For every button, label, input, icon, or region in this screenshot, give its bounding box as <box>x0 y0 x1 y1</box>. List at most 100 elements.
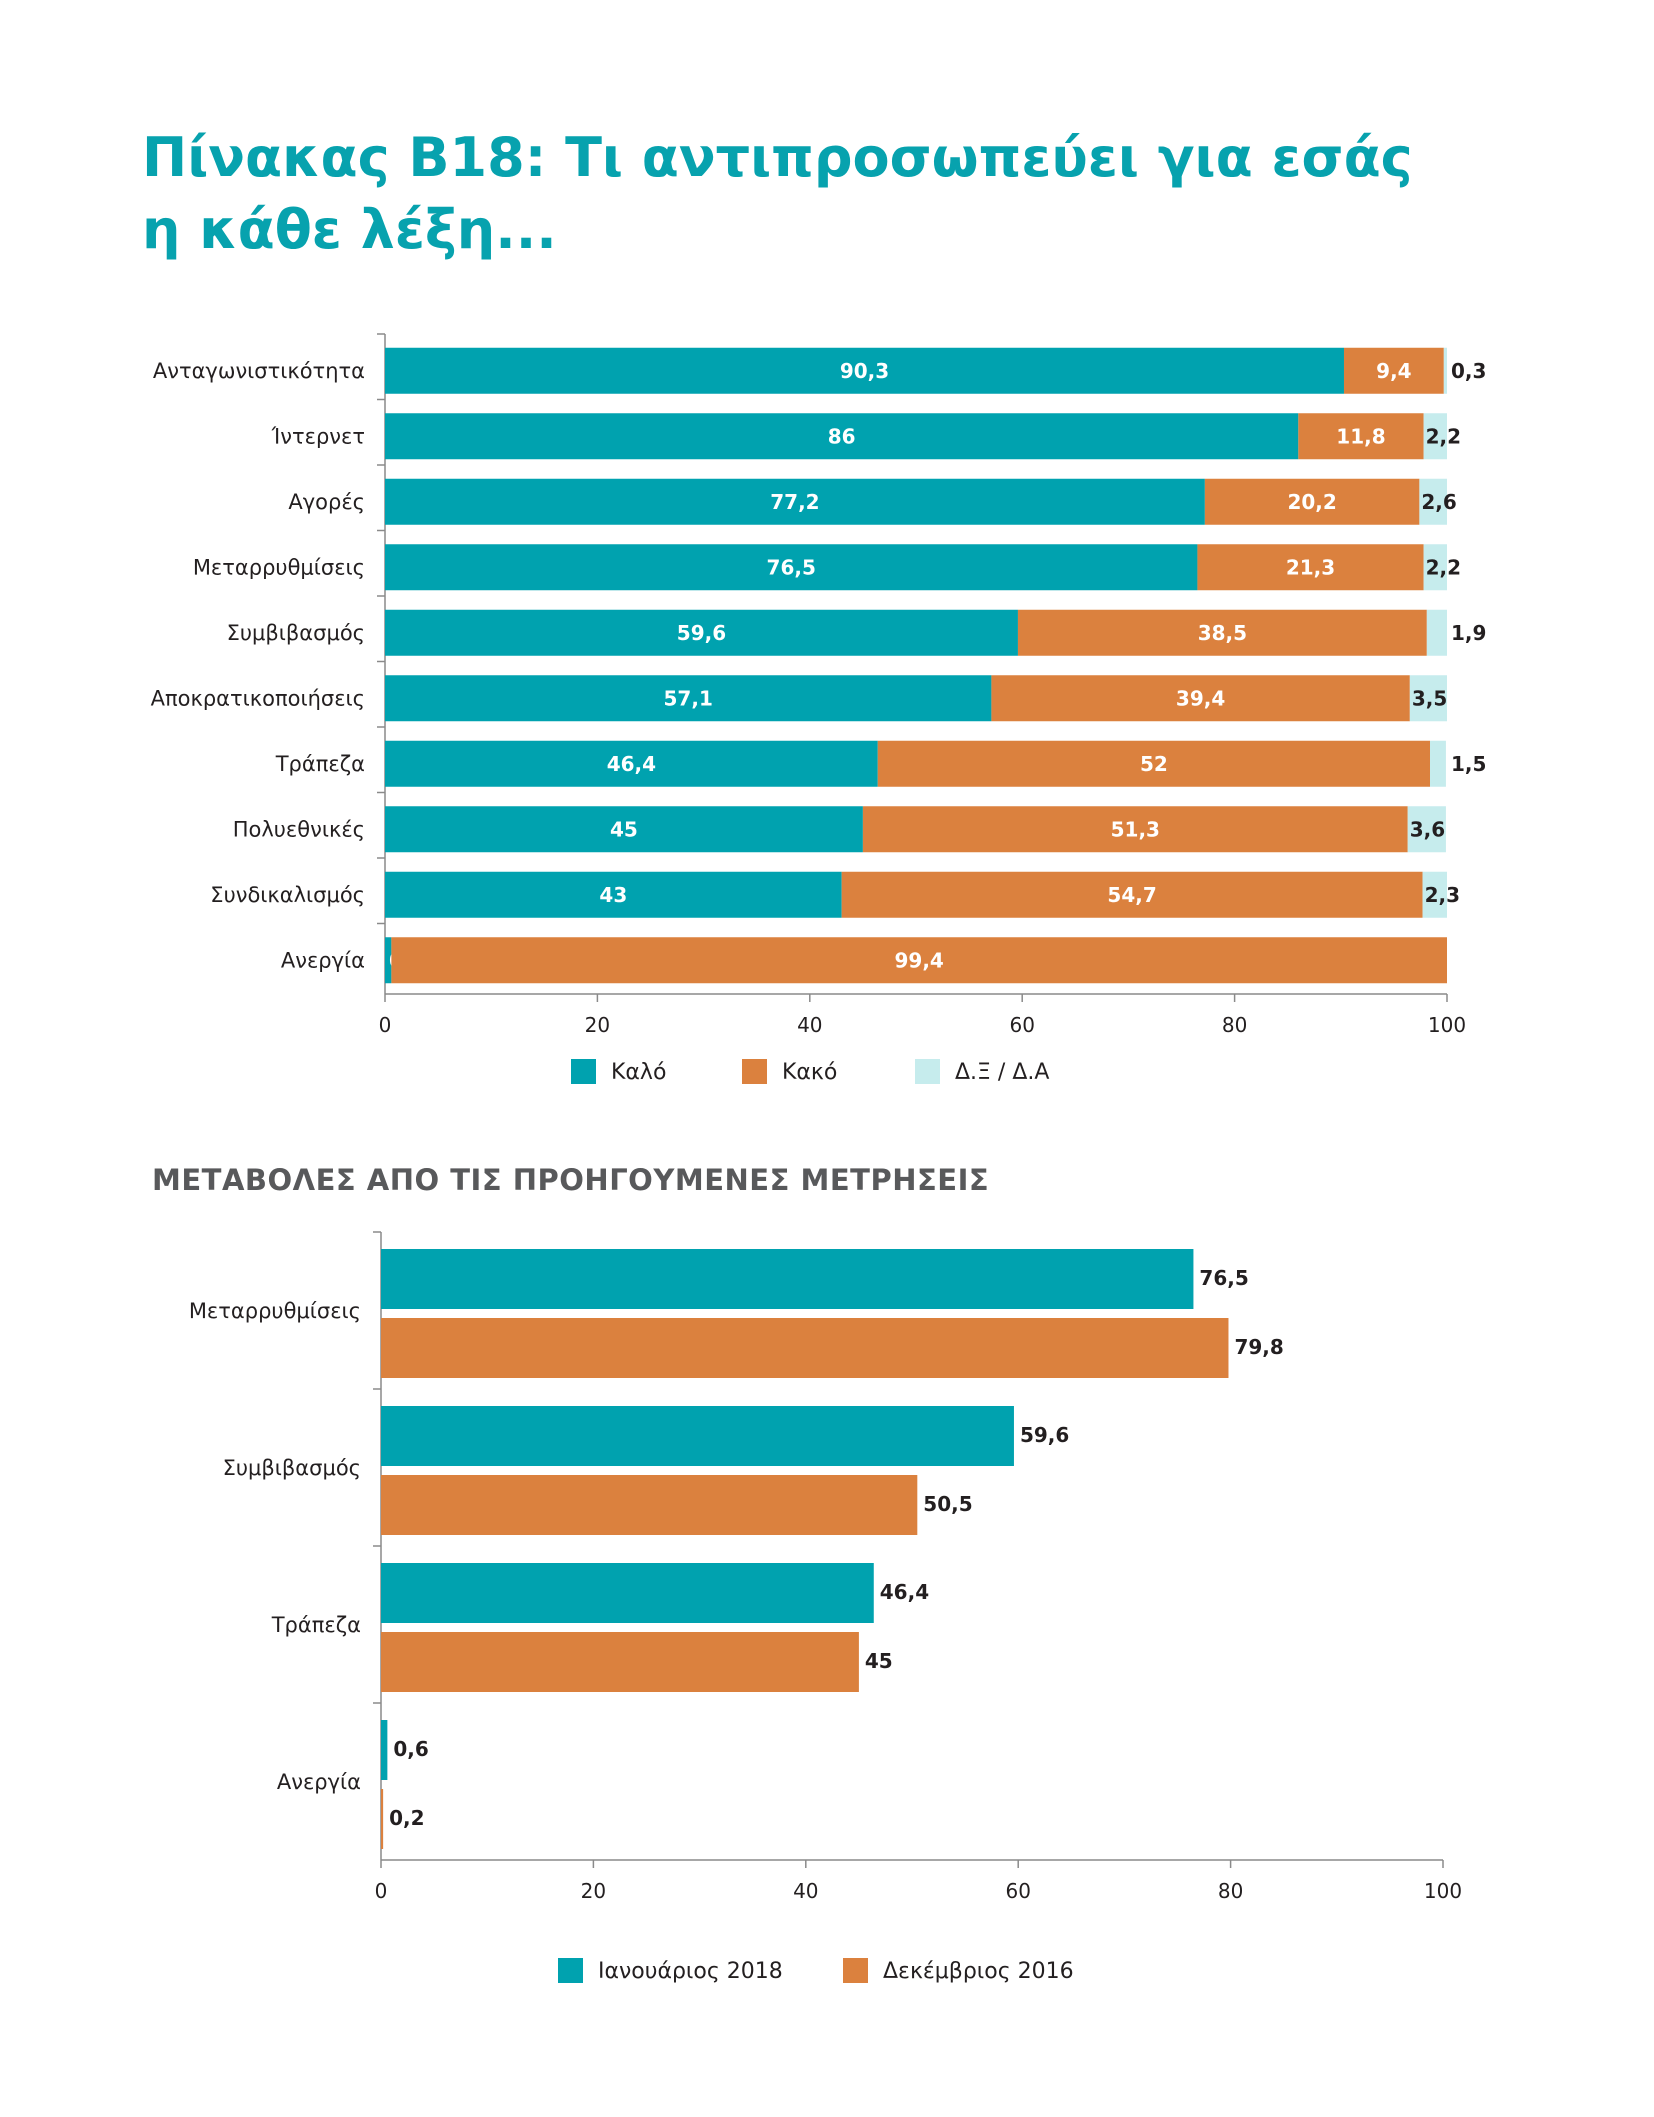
bar <box>381 1720 388 1780</box>
data-label: 51,3 <box>1111 817 1160 841</box>
bar-segment <box>385 544 1198 591</box>
bar-segment <box>385 675 992 722</box>
data-label: 54,7 <box>1107 883 1156 907</box>
data-label: 76,5 <box>1199 1266 1248 1290</box>
bar-segment <box>1409 675 1447 722</box>
bar-segment <box>385 609 1018 656</box>
bar-segment <box>385 806 863 853</box>
x-tick-label: 60 <box>1005 1879 1030 1903</box>
data-label: 2,3 <box>1425 883 1460 907</box>
data-label: 0,3 <box>1451 359 1486 383</box>
x-tick-label: 100 <box>1424 1879 1462 1903</box>
category-label: Τράπεζα <box>271 1613 361 1637</box>
page-title: Πίνακας Β18: Τι αντιπροσωπεύει για εσάς … <box>142 126 1413 261</box>
bar-segment <box>991 675 1410 722</box>
bar <box>381 1318 1229 1378</box>
bar-segment <box>1017 609 1427 656</box>
legend-swatch <box>915 1059 940 1084</box>
bar-segment <box>1430 740 1446 787</box>
bar-segment <box>1407 806 1446 853</box>
x-tick-label: 60 <box>1009 1013 1034 1037</box>
legend-swatch <box>843 1958 868 1983</box>
category-label: Συνδικαλισμός <box>210 883 365 907</box>
category-label: Αποκρατικοποιήσεις <box>151 686 365 710</box>
data-label: 3,6 <box>1410 817 1445 841</box>
x-tick-label: 20 <box>581 1879 606 1903</box>
category-label: Ίντερνετ <box>271 424 365 448</box>
bar-segment <box>1423 544 1447 591</box>
bar-segment <box>1298 413 1424 460</box>
chart-subtitle: ΜΕΤΑΒΟΛΕΣ ΑΠΟ ΤΙΣ ΠΡΟΗΓΟΥΜΕΝΕΣ ΜΕΤΡΗΣΕΙΣ <box>152 1163 990 1197</box>
bar-segment <box>1443 347 1447 394</box>
bar-segment <box>862 806 1408 853</box>
bar <box>381 1632 859 1692</box>
category-label: Πολυεθνικές <box>233 817 365 841</box>
data-label: 90,3 <box>840 359 889 383</box>
bar-segment <box>1426 609 1447 656</box>
data-label: 57,1 <box>664 686 713 710</box>
data-label: 21,3 <box>1286 555 1335 579</box>
data-label: 2,2 <box>1426 424 1461 448</box>
category-label: Ανταγωνιστικότητα <box>153 359 365 383</box>
data-label: 43 <box>599 883 627 907</box>
data-label: 2,6 <box>1421 490 1456 514</box>
x-tick-label: 40 <box>793 1879 818 1903</box>
bar-segment <box>385 478 1205 525</box>
bar <box>381 1406 1014 1466</box>
bar-segment <box>385 740 878 787</box>
bar-segment <box>877 740 1431 787</box>
legend-swatch <box>742 1059 767 1084</box>
x-tick-label: 40 <box>797 1013 822 1037</box>
x-tick-label: 0 <box>379 1013 392 1037</box>
data-label: 0,6 <box>393 1737 428 1761</box>
data-label: 50,5 <box>923 1492 972 1516</box>
legend-swatch <box>558 1958 583 1983</box>
data-label: 9,4 <box>1376 359 1411 383</box>
data-label: 2,2 <box>1426 555 1461 579</box>
x-tick-label: 0 <box>375 1879 388 1903</box>
data-label: 45 <box>865 1649 893 1673</box>
category-label: Συμβιβασμός <box>223 1456 361 1480</box>
data-label: 39,4 <box>1176 686 1225 710</box>
category-label: Συμβιβασμός <box>227 621 365 645</box>
bar-segment <box>1343 347 1444 394</box>
data-label: 79,8 <box>1234 1335 1283 1359</box>
x-tick-label: 80 <box>1218 1879 1243 1903</box>
legend-label: Ιανουάριος 2018 <box>598 1959 783 1984</box>
bar-segment <box>1422 871 1447 918</box>
data-label: 11,8 <box>1336 424 1385 448</box>
bar-segment <box>1423 413 1447 460</box>
legend-label: Δεκέμβριος 2016 <box>883 1959 1074 1984</box>
data-label: 59,6 <box>677 621 726 645</box>
category-label: Μεταρρυθμίσεις <box>193 555 365 579</box>
category-label: Ανεργία <box>277 1770 361 1794</box>
data-label: 38,5 <box>1198 621 1247 645</box>
category-label: Ανεργία <box>281 948 365 972</box>
x-tick-label: 20 <box>585 1013 610 1037</box>
category-label: Τράπεζα <box>275 752 365 776</box>
bar-segment <box>391 937 1447 984</box>
bar-segment <box>1419 478 1447 525</box>
stacked-bar-chart: 0 20 40 60 80 100 Ανταγωνιστικότητα 90,3 9,4 0,3 Ί… <box>151 333 1486 1085</box>
legend-label: Καλό <box>611 1060 666 1085</box>
data-label: 86 <box>828 424 856 448</box>
bar-segment <box>385 413 1299 460</box>
data-label: 76,5 <box>767 555 816 579</box>
bar-segment <box>385 937 392 984</box>
data-label: 99,4 <box>895 948 944 972</box>
data-label: 59,6 <box>1020 1423 1069 1447</box>
bar <box>381 1789 384 1849</box>
legend-label: Κακό <box>782 1060 837 1085</box>
data-label: 3,5 <box>1412 686 1447 710</box>
data-label: 46,4 <box>880 1580 929 1604</box>
category-label: Αγορές <box>288 490 365 514</box>
bar-segment <box>385 871 842 918</box>
data-label: 46,4 <box>607 752 656 776</box>
data-label: 52 <box>1140 752 1168 776</box>
data-label: 1,5 <box>1451 752 1486 776</box>
data-label: 0,2 <box>389 1806 424 1830</box>
data-label: 1,9 <box>1451 621 1486 645</box>
bar <box>381 1563 874 1623</box>
x-tick-label: 100 <box>1428 1013 1466 1037</box>
legend-swatch <box>571 1059 596 1084</box>
